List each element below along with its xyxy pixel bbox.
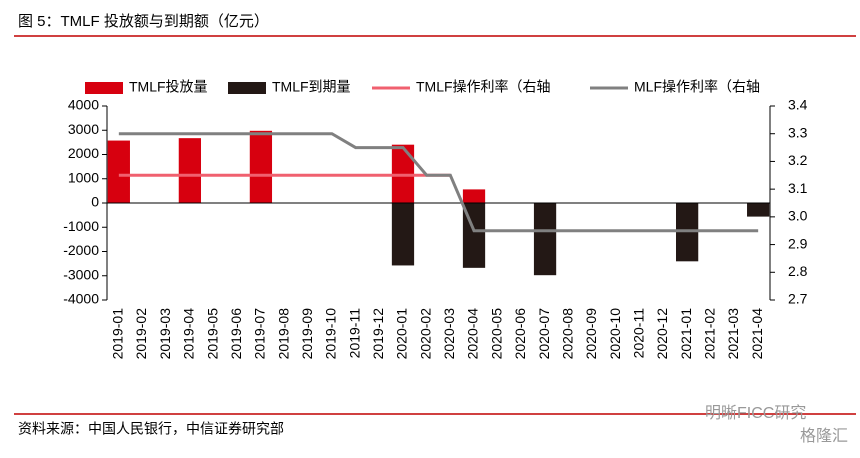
y2-tick-label: 3.0 (788, 208, 808, 224)
x-tick-label: 2020-04 (465, 308, 481, 360)
y-tick-label: -1000 (63, 218, 99, 234)
x-tick-label: 2021-02 (702, 308, 718, 360)
x-tick-label: 2021-03 (725, 308, 741, 360)
y2-tick-label: 3.4 (788, 97, 808, 113)
x-tick-label: 2021-04 (749, 308, 765, 360)
x-tick-label: 2019-02 (133, 308, 149, 360)
watermark: 明晰FICC研究 (705, 404, 806, 422)
y-tick-label: -2000 (63, 242, 99, 258)
y2-tick-label: 3.2 (788, 152, 808, 168)
line (118, 132, 759, 233)
x-tick-label: 2019-08 (275, 308, 291, 360)
x-tick-label: 2019-10 (323, 308, 339, 360)
x-tick-label: 2020-01 (394, 308, 410, 360)
x-tick-label: 2019-05 (204, 308, 220, 360)
x-tick-label: 2020-10 (607, 308, 623, 360)
x-tick-label: 2019-07 (252, 308, 268, 360)
x-tick-label: 2020-12 (654, 308, 670, 360)
legend-swatch (228, 82, 266, 94)
y-tick-label: 4000 (68, 97, 99, 113)
bar (249, 130, 273, 203)
x-tick-label: 2020-05 (488, 308, 504, 360)
legend-label: MLF操作利率（右轴 (634, 79, 760, 95)
watermark: 格隆汇 (800, 427, 848, 445)
y2-tick-label: 2.8 (788, 263, 808, 279)
x-tick-label: 2019-06 (228, 308, 244, 360)
y2-tick-label: 2.7 (788, 291, 808, 307)
x-tick-label: 2019-11 (346, 308, 362, 359)
bar (747, 203, 770, 217)
x-tick-label: 2020-09 (583, 308, 599, 360)
legend-swatch (85, 82, 123, 94)
x-tick-label: 2020-07 (536, 308, 552, 360)
x-tick-label: 2019-04 (181, 308, 197, 360)
y-tick-label: -4000 (63, 291, 99, 307)
y2-tick-label: 2.9 (788, 235, 808, 251)
y-tick-label: -3000 (63, 266, 99, 282)
x-tick-label: 2020-02 (417, 308, 433, 360)
x-tick-label: 2019-12 (370, 308, 386, 360)
x-tick-label: 2020-08 (559, 308, 575, 360)
y2-tick-label: 3.1 (788, 180, 808, 196)
legend-label: TMLF投放量 (129, 79, 208, 95)
y2-tick-label: 3.3 (788, 124, 808, 140)
x-tick-label: 2020-11 (630, 308, 646, 359)
bar (178, 138, 202, 203)
y-tick-label: 1000 (68, 169, 99, 185)
x-tick-label: 2019-03 (157, 308, 173, 360)
bar (462, 189, 486, 203)
x-tick-label: 2020-06 (512, 308, 528, 360)
y-tick-label: 0 (91, 194, 99, 210)
bar (533, 203, 557, 276)
x-tick-label: 2019-01 (110, 308, 126, 360)
x-tick-label: 2021-01 (678, 308, 694, 360)
x-tick-label: 2019-09 (299, 308, 315, 360)
bar (391, 203, 415, 266)
chart-title: 图 5：TMLF 投放额与到期额（亿元） (18, 13, 269, 30)
x-tick-label: 2020-03 (441, 308, 457, 360)
bar (107, 140, 130, 203)
source: 资料来源：中国人民银行，中信证券研究部 (18, 421, 284, 437)
y-tick-label: 3000 (68, 121, 99, 137)
legend-label: TMLF操作利率（右轴 (416, 79, 551, 95)
legend-label: TMLF到期量 (272, 79, 351, 95)
y-tick-label: 2000 (68, 145, 99, 161)
